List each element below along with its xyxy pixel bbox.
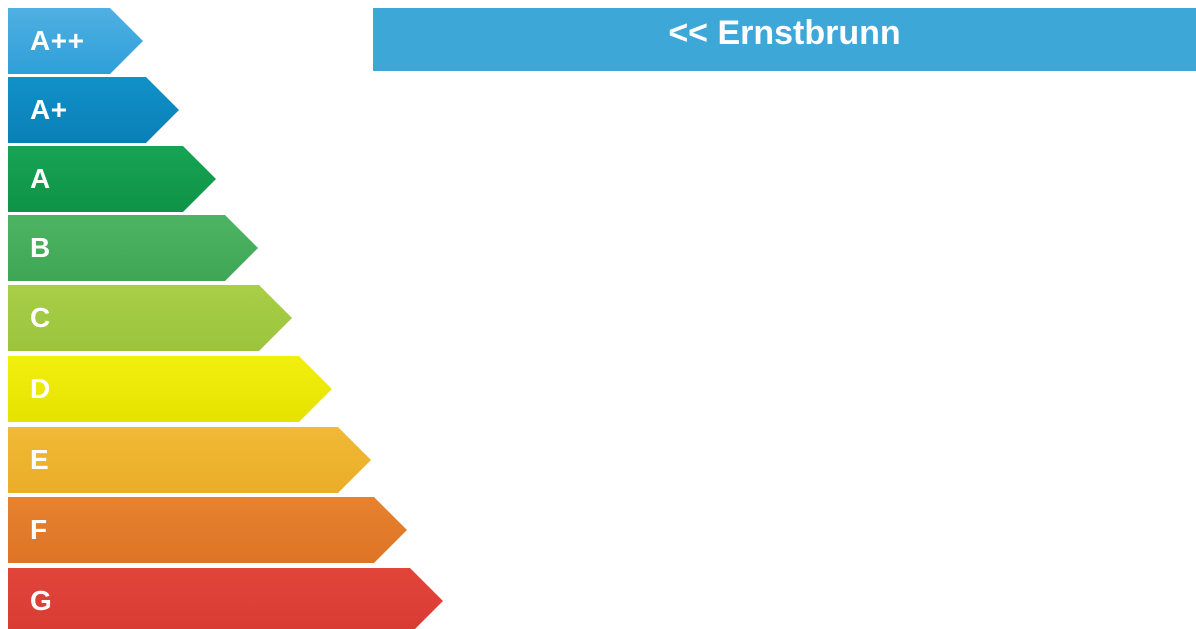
- rating-bar-e: E: [8, 427, 371, 493]
- rating-label: A+: [30, 94, 68, 125]
- rating-label: G: [30, 585, 53, 616]
- rating-bar-f: F: [8, 497, 407, 563]
- rating-label: B: [30, 232, 51, 263]
- rating-label: D: [30, 373, 51, 404]
- rating-label: C: [30, 302, 51, 333]
- rating-bar-a-plus: A+: [8, 77, 179, 143]
- rating-bar-a-plus-plus: A++: [8, 8, 143, 74]
- rating-bar-b: B: [8, 215, 258, 281]
- rating-bar-a: A: [8, 146, 216, 212]
- rating-bar-c: C: [8, 285, 292, 351]
- rating-bar-g: G: [8, 568, 443, 629]
- rating-label: F: [30, 514, 48, 545]
- rating-label: A++: [30, 25, 85, 56]
- location-header-bar: << Ernstbrunn: [373, 8, 1196, 71]
- back-to-location-link[interactable]: << Ernstbrunn: [668, 13, 901, 52]
- rating-label: E: [30, 444, 50, 475]
- rating-bar-d: D: [8, 356, 332, 422]
- rating-label: A: [30, 163, 51, 194]
- energy-rating-scale: A++ A+ A B C D E F G: [0, 0, 460, 629]
